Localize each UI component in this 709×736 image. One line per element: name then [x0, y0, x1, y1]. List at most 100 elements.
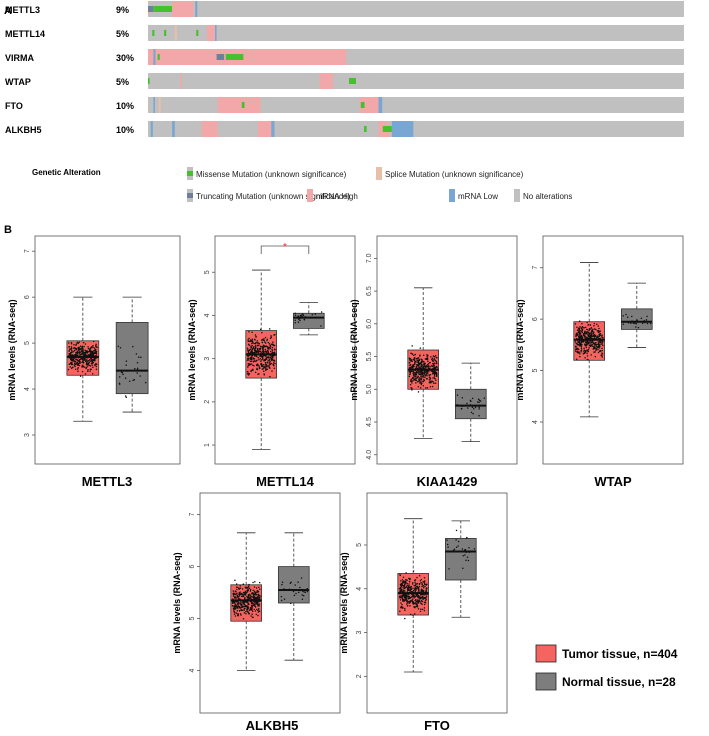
- data-point: [415, 357, 418, 360]
- group-swatch: [535, 672, 557, 691]
- data-point: [410, 367, 412, 370]
- data-point: [452, 549, 455, 551]
- data-point: [419, 370, 422, 372]
- data-point: [247, 610, 249, 613]
- data-point: [77, 370, 79, 373]
- data-point: [589, 324, 592, 326]
- data-point: [575, 350, 577, 352]
- data-point: [424, 372, 426, 375]
- data-point: [467, 407, 469, 409]
- data-point: [423, 603, 426, 606]
- data-point: [420, 383, 423, 386]
- data-point: [247, 366, 249, 368]
- data-point: [576, 351, 579, 354]
- data-point: [421, 603, 423, 605]
- data-point: [95, 345, 97, 348]
- data-point: [584, 344, 586, 347]
- data-point: [586, 349, 588, 351]
- box-tumor: [230, 532, 263, 671]
- plot-frame: [376, 235, 518, 465]
- data-point: [409, 578, 411, 581]
- data-point: [259, 345, 262, 348]
- data-point: [413, 606, 416, 608]
- data-point: [594, 342, 596, 344]
- data-point: [255, 364, 258, 367]
- data-point: [574, 339, 577, 341]
- data-point: [622, 323, 625, 325]
- data-point: [283, 598, 286, 600]
- legend-label: mRNA Low: [458, 192, 498, 201]
- data-point: [410, 588, 412, 590]
- data-point: [253, 608, 256, 611]
- data-point: [478, 399, 481, 402]
- data-point: [233, 611, 236, 613]
- data-point: [236, 586, 238, 588]
- data-point: [80, 350, 83, 353]
- data-point: [247, 588, 249, 590]
- data-point: [84, 352, 87, 355]
- data-point: [268, 359, 271, 361]
- data-point: [592, 342, 595, 344]
- data-point: [252, 592, 254, 595]
- data-point: [464, 554, 466, 556]
- data-point: [253, 590, 256, 592]
- data-point: [236, 595, 239, 598]
- data-point: [256, 363, 259, 365]
- data-point: [591, 330, 593, 332]
- data-point: [420, 366, 422, 368]
- data-point: [400, 592, 403, 594]
- y-tick-label: 5: [24, 341, 31, 345]
- data-point: [251, 340, 254, 342]
- data-point: [584, 341, 587, 343]
- data-point: [598, 347, 601, 349]
- data-point: [248, 344, 251, 347]
- data-point: [82, 353, 84, 356]
- data-point: [88, 350, 90, 353]
- data-point: [261, 350, 264, 352]
- legend-swatch: [514, 189, 520, 202]
- data-point: [270, 335, 272, 337]
- data-point: [77, 366, 79, 369]
- data-point: [90, 351, 92, 354]
- data-point: [248, 597, 251, 600]
- data-point: [90, 368, 92, 370]
- data-point: [581, 322, 583, 325]
- data-point: [77, 356, 79, 359]
- box-tumor: [397, 518, 429, 673]
- data-point: [264, 358, 267, 361]
- data-point: [418, 582, 421, 585]
- data-point: [74, 360, 77, 363]
- data-point: [266, 338, 269, 340]
- alteration-mrna-low: [150, 121, 153, 137]
- data-point: [86, 350, 88, 352]
- data-point: [247, 350, 250, 353]
- y-tick-label: 6.5: [366, 286, 373, 296]
- data-point: [418, 574, 421, 577]
- data-point: [404, 609, 406, 611]
- data-point: [74, 363, 76, 365]
- data-point: [264, 364, 266, 366]
- data-point: [601, 353, 604, 355]
- data-point: [457, 545, 459, 547]
- data-point: [426, 353, 428, 356]
- data-point: [70, 361, 72, 364]
- data-point: [257, 591, 259, 593]
- data-point: [125, 396, 128, 398]
- data-point: [253, 342, 256, 345]
- data-point: [417, 391, 420, 393]
- data-point: [268, 328, 271, 330]
- data-point: [239, 587, 242, 589]
- data-point: [294, 321, 297, 324]
- data-point: [247, 343, 250, 345]
- data-point: [119, 346, 122, 349]
- data-point: [577, 341, 580, 343]
- data-point: [289, 582, 292, 584]
- data-point: [258, 367, 261, 370]
- data-point: [417, 357, 420, 359]
- data-point: [419, 366, 421, 368]
- gene-label: WTAP: [5, 77, 31, 87]
- data-point: [640, 317, 643, 320]
- box-tumor: [245, 269, 278, 450]
- data-point: [423, 373, 425, 376]
- data-point: [446, 543, 449, 546]
